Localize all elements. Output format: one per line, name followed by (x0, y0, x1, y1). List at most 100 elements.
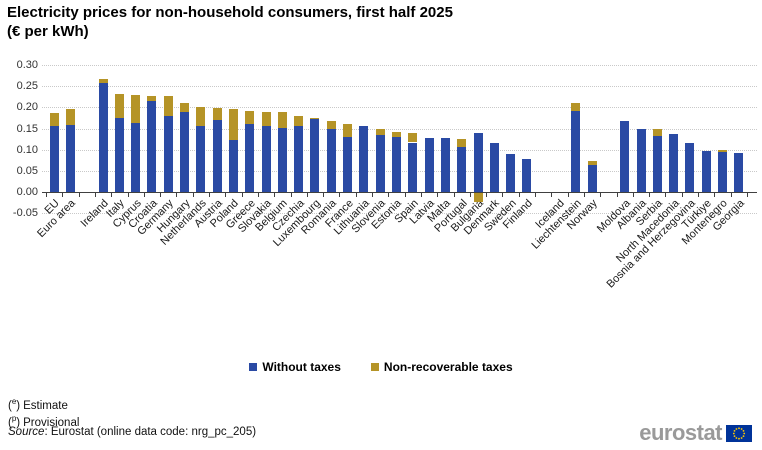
y-axis-tick-label: 0.25 (16, 80, 38, 93)
x-axis-tick (420, 193, 422, 197)
bar-segment-without-taxes (147, 101, 157, 192)
chart-subtitle: (€ per kWh) (7, 22, 89, 40)
bar-segment-non-recoverable-taxes (652, 128, 662, 137)
bar-segment-without-taxes (66, 124, 75, 192)
x-axis-tick (535, 193, 536, 197)
x-axis-tick (453, 193, 455, 197)
x-axis-tick (551, 193, 553, 197)
x-axis-tick (111, 193, 113, 197)
eurostat-logo: eurostat (639, 422, 752, 444)
bar-segment-non-recoverable-taxes (408, 133, 418, 143)
x-axis-tick (714, 193, 716, 197)
bar-segment-non-recoverable-taxes (98, 78, 108, 83)
bar-segment-without-taxes (180, 111, 190, 192)
bar-segment-without-taxes (245, 123, 255, 192)
bar-segment-without-taxes (424, 137, 434, 192)
x-axis-tick (388, 193, 390, 197)
x-axis-tick (209, 193, 210, 197)
bar-segment-without-taxes (375, 135, 385, 192)
bar-segment-non-recoverable-taxes (212, 108, 222, 120)
bar-segment-without-taxes (457, 146, 467, 192)
x-axis-tick (94, 193, 96, 197)
gridline (42, 213, 757, 215)
title-block: Electricity prices for non-household con… (7, 4, 707, 42)
footnotes: (e) Estimate (p) Provisional (8, 397, 79, 431)
bar-segment-non-recoverable-taxes (131, 94, 141, 124)
legend-label-without-taxes: Without taxes (262, 360, 341, 374)
bar-segment-non-recoverable-taxes (294, 116, 304, 126)
bar-segment-without-taxes (310, 119, 320, 192)
bar-segment-non-recoverable-taxes (473, 193, 483, 203)
y-axis-tick-label: 0.20 (16, 101, 38, 114)
bar-segment-without-taxes (277, 128, 287, 192)
x-axis-tick (306, 193, 308, 197)
x-axis-tick (502, 193, 504, 197)
gridline (42, 86, 757, 88)
legend-swatch-without-taxes-icon (249, 363, 258, 371)
y-axis-tick-label: 0.00 (16, 186, 38, 198)
x-axis-tick (486, 193, 488, 197)
bar-segment-without-taxes (669, 134, 679, 192)
bar-segment-without-taxes (212, 119, 222, 192)
bar-segment-without-taxes (685, 142, 695, 192)
x-axis-tick (257, 193, 259, 197)
bar-segment-without-taxes (718, 152, 727, 192)
bar-segment-non-recoverable-taxes (49, 112, 59, 127)
bar-segment-non-recoverable-taxes (343, 123, 353, 137)
legend-item-non-recoverable-taxes: Non-recoverable taxes (370, 360, 513, 374)
gridline (42, 128, 757, 130)
bar-segment-without-taxes (571, 110, 581, 192)
x-axis-tick (78, 193, 80, 197)
x-axis-tick (160, 193, 162, 197)
x-axis-tick (290, 193, 292, 197)
footnote-provisional: (p) Provisional (8, 413, 80, 429)
x-axis-tick (665, 193, 667, 197)
bar-segment-non-recoverable-taxes (196, 106, 206, 126)
bar-segment-non-recoverable-taxes (114, 93, 124, 119)
bar-segment-without-taxes (652, 136, 662, 192)
bar-segment-without-taxes (734, 152, 744, 192)
gridline (42, 107, 757, 109)
source-text: : Eurostat (online data code: nrg_pc_205… (44, 426, 257, 438)
x-axis-tick (616, 193, 618, 197)
x-axis-tick (698, 193, 699, 197)
bar-segment-without-taxes (359, 126, 369, 192)
bar-segment-without-taxes (587, 164, 597, 192)
x-axis-tick (176, 193, 178, 197)
bar-segment-non-recoverable-taxes (163, 96, 173, 116)
bar-segment-without-taxes (522, 159, 532, 192)
bar-segment-non-recoverable-taxes (66, 109, 75, 125)
x-axis-tick (649, 193, 651, 197)
x-axis-tick (372, 193, 373, 197)
bar-segment-without-taxes (408, 142, 418, 192)
bar-segment-non-recoverable-taxes (245, 111, 255, 124)
bar-segment-without-taxes (343, 137, 353, 192)
x-axis-tick (469, 193, 471, 197)
x-axis-tick (274, 193, 276, 197)
x-axis-tick (746, 193, 748, 197)
x-axis-tick (225, 193, 227, 197)
bar-segment-without-taxes (473, 133, 483, 192)
x-axis-tick (355, 193, 357, 197)
gridline (42, 65, 757, 66)
bar-segment-non-recoverable-taxes (571, 103, 581, 111)
bar-segment-non-recoverable-taxes (326, 121, 336, 130)
bar-segment-non-recoverable-taxes (310, 117, 320, 120)
bar-segment-non-recoverable-taxes (229, 109, 238, 141)
x-axis-tick (600, 193, 602, 197)
x-axis-tick (339, 193, 341, 197)
y-axis-tick-label: 0.15 (16, 122, 38, 135)
source-prefix: Source (8, 426, 45, 438)
x-axis-tick (632, 193, 634, 197)
footnote-estimate-label: Estimate (23, 399, 68, 412)
bar-segment-non-recoverable-taxes (180, 102, 190, 112)
x-axis-tick (323, 193, 325, 197)
bar-segment-without-taxes (489, 143, 499, 192)
bar-segment-without-taxes (261, 125, 271, 192)
bar-segment-without-taxes (440, 138, 450, 192)
bar-segment-without-taxes (98, 82, 108, 192)
bar-segment-without-taxes (636, 128, 646, 192)
bar-segment-non-recoverable-taxes (457, 138, 467, 147)
bar-segment-without-taxes (701, 151, 711, 192)
footnote-provisional-label: Provisional (23, 416, 80, 429)
